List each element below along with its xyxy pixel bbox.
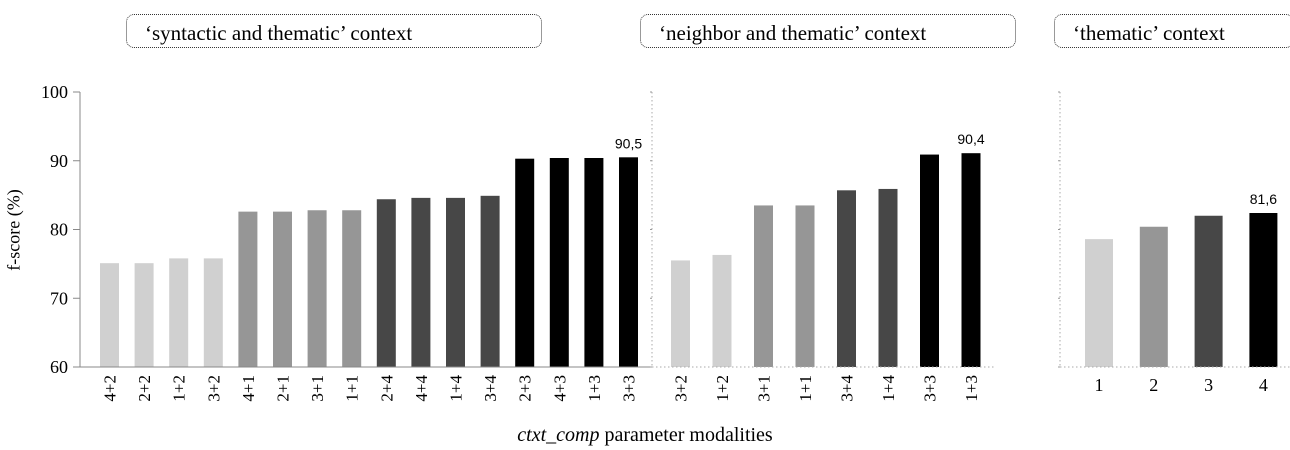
bar-1+2 (712, 254, 732, 367)
category-label: 2+2 (135, 375, 154, 402)
category-label: 2+1 (274, 375, 293, 402)
category-label: 1+4 (879, 375, 898, 402)
category-label: 4+3 (550, 375, 569, 402)
panel-2: 3+2 1+2 3+1 1+1 3+4 1+4 3+3 1+3 90,4 (650, 91, 995, 402)
category-label: 3+2 (204, 375, 223, 402)
category-label: 1+1 (796, 375, 815, 402)
category-label: 1+2 (170, 375, 189, 402)
y-tick-label: 80 (50, 220, 68, 240)
bar-2+2 (134, 263, 154, 367)
category-label: 1+3 (962, 375, 981, 402)
data-label: 90,4 (957, 131, 984, 147)
bar-3 (1194, 215, 1223, 367)
x-axis-label-rest: parameter modalities (599, 424, 773, 446)
bar-3+1 (754, 205, 773, 367)
bar-2+4 (376, 199, 396, 367)
bar-1+3 (584, 158, 604, 367)
bar-2+1 (273, 211, 292, 367)
bar-1+3 (961, 153, 981, 367)
bar-2+3 (515, 158, 535, 367)
category-label: 3+1 (308, 375, 327, 402)
panel-2-title: ‘neighbor and thematic’ context (640, 14, 1016, 48)
bar-3+1 (307, 210, 327, 367)
category-label: 4 (1259, 375, 1268, 395)
category-label: 3+1 (755, 375, 774, 402)
bar-3+3 (619, 157, 638, 367)
bar-1+2 (169, 258, 189, 367)
bar-2 (1139, 226, 1168, 367)
bar-4+3 (549, 158, 569, 367)
panel-3-title: ‘thematic’ context (1054, 14, 1290, 48)
bar-4+4 (411, 197, 431, 367)
category-label: 3 (1204, 375, 1213, 395)
y-tick-label: 60 (50, 357, 68, 377)
bar-1+4 (446, 197, 465, 367)
x-axis-label-italic: ctxt_comp (517, 424, 600, 446)
category-label: 3+2 (672, 375, 691, 402)
bar-3+4 (480, 195, 500, 367)
data-label: 90,5 (615, 135, 642, 151)
panel-3: 1 2 3 4 81,6 (1058, 91, 1290, 395)
y-tick-label: 100 (41, 82, 68, 102)
category-label: 4+1 (239, 375, 258, 402)
category-label: 3+4 (838, 375, 857, 402)
category-label: 2+3 (516, 375, 535, 402)
y-tick-label: 70 (50, 288, 68, 308)
panel-1: 60 70 80 90 100 4+2 2+2 1+2 3+2 4+1 2+1 3+1 1+1 2+4 4+… (41, 82, 652, 402)
bar-1+4 (878, 188, 898, 367)
category-label: 3+4 (481, 375, 500, 402)
panel-1-title: ‘syntactic and thematic’ context (126, 14, 542, 48)
category-label: 4+4 (412, 375, 431, 402)
category-label: 3+3 (620, 375, 639, 402)
category-label: 2+4 (377, 375, 396, 402)
bar-3+3 (920, 154, 939, 367)
bar-3+2 (203, 258, 223, 367)
category-label: 3+3 (921, 375, 940, 402)
bar-4 (1249, 213, 1278, 367)
bar-4+2 (100, 263, 119, 367)
category-label: 1+3 (585, 375, 604, 402)
bar-3+4 (837, 190, 856, 367)
category-label: 1+1 (343, 375, 362, 402)
category-label: 1 (1095, 375, 1104, 395)
category-label: 4+2 (101, 375, 120, 402)
bar-3+2 (671, 260, 690, 367)
category-label: 1+4 (447, 375, 466, 402)
category-label: 2 (1149, 375, 1158, 395)
bar-4+1 (238, 211, 258, 367)
data-label: 81,6 (1250, 191, 1277, 207)
x-axis-label: ctxt_comp parameter modalities (0, 424, 1290, 447)
category-label: 1+2 (713, 375, 732, 402)
bar-1+1 (795, 205, 815, 367)
bar-1 (1085, 239, 1113, 367)
bar-1+1 (342, 210, 362, 367)
y-tick-label: 90 (50, 151, 68, 171)
